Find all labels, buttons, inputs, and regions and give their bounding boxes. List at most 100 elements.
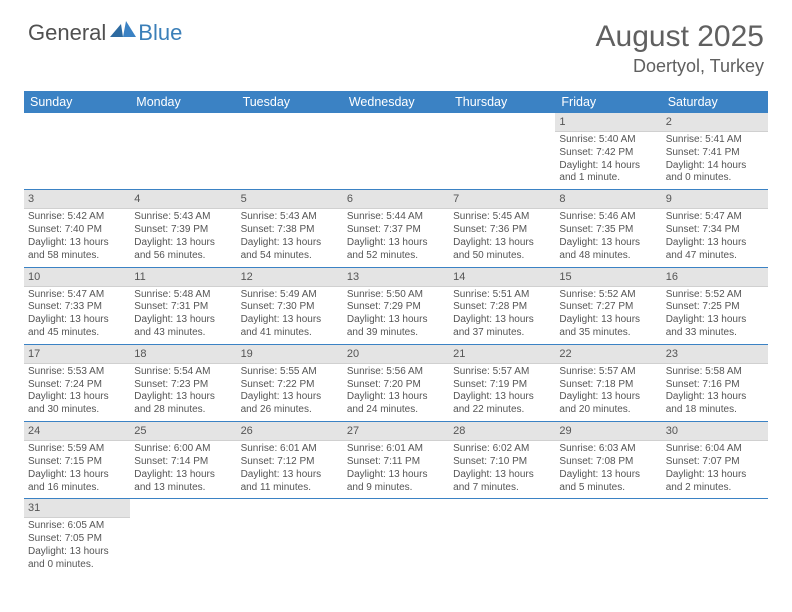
sunset-text: Sunset: 7:24 PM	[28, 379, 126, 392]
day-content: Sunrise: 5:52 AMSunset: 7:27 PMDaylight:…	[555, 287, 661, 344]
day-content: Sunrise: 6:04 AMSunset: 7:07 PMDaylight:…	[662, 441, 768, 498]
day-content: Sunrise: 5:43 AMSunset: 7:39 PMDaylight:…	[130, 209, 236, 266]
day-number: 22	[555, 345, 661, 364]
day-number: 20	[343, 345, 449, 364]
sunset-text: Sunset: 7:20 PM	[347, 379, 445, 392]
daylight-text: Daylight: 13 hours and 13 minutes.	[134, 469, 232, 495]
day-number: 23	[662, 345, 768, 364]
sunrise-text: Sunrise: 5:56 AM	[347, 366, 445, 379]
day-cell: 18Sunrise: 5:54 AMSunset: 7:23 PMDayligh…	[130, 345, 236, 421]
sunset-text: Sunset: 7:38 PM	[241, 224, 339, 237]
day-header-cell: Thursday	[449, 91, 555, 113]
day-content: Sunrise: 5:45 AMSunset: 7:36 PMDaylight:…	[449, 209, 555, 266]
day-content: Sunrise: 5:49 AMSunset: 7:30 PMDaylight:…	[237, 287, 343, 344]
sunset-text: Sunset: 7:29 PM	[347, 301, 445, 314]
week-row: 1Sunrise: 5:40 AMSunset: 7:42 PMDaylight…	[24, 113, 768, 190]
day-cell	[237, 113, 343, 189]
day-content: Sunrise: 5:59 AMSunset: 7:15 PMDaylight:…	[24, 441, 130, 498]
day-cell: 27Sunrise: 6:01 AMSunset: 7:11 PMDayligh…	[343, 422, 449, 498]
sunrise-text: Sunrise: 5:57 AM	[453, 366, 551, 379]
week-row: 3Sunrise: 5:42 AMSunset: 7:40 PMDaylight…	[24, 190, 768, 267]
day-content: Sunrise: 5:46 AMSunset: 7:35 PMDaylight:…	[555, 209, 661, 266]
day-number: 2	[662, 113, 768, 132]
daylight-text: Daylight: 13 hours and 58 minutes.	[28, 237, 126, 263]
day-cell	[555, 499, 661, 575]
day-number: 9	[662, 190, 768, 209]
sunset-text: Sunset: 7:42 PM	[559, 147, 657, 160]
day-content: Sunrise: 5:48 AMSunset: 7:31 PMDaylight:…	[130, 287, 236, 344]
sunset-text: Sunset: 7:41 PM	[666, 147, 764, 160]
day-content: Sunrise: 5:42 AMSunset: 7:40 PMDaylight:…	[24, 209, 130, 266]
day-cell: 20Sunrise: 5:56 AMSunset: 7:20 PMDayligh…	[343, 345, 449, 421]
day-number: 27	[343, 422, 449, 441]
title-block: August 2025 Doertyol, Turkey	[596, 20, 764, 77]
day-cell: 24Sunrise: 5:59 AMSunset: 7:15 PMDayligh…	[24, 422, 130, 498]
day-content: Sunrise: 5:41 AMSunset: 7:41 PMDaylight:…	[662, 132, 768, 189]
sunset-text: Sunset: 7:33 PM	[28, 301, 126, 314]
month-title: August 2025	[596, 20, 764, 54]
day-number: 17	[24, 345, 130, 364]
day-content: Sunrise: 6:05 AMSunset: 7:05 PMDaylight:…	[24, 518, 130, 575]
sunrise-text: Sunrise: 6:02 AM	[453, 443, 551, 456]
sunrise-text: Sunrise: 6:00 AM	[134, 443, 232, 456]
day-content: Sunrise: 6:03 AMSunset: 7:08 PMDaylight:…	[555, 441, 661, 498]
day-content: Sunrise: 5:40 AMSunset: 7:42 PMDaylight:…	[555, 132, 661, 189]
daylight-text: Daylight: 13 hours and 16 minutes.	[28, 469, 126, 495]
day-cell: 15Sunrise: 5:52 AMSunset: 7:27 PMDayligh…	[555, 268, 661, 344]
daylight-text: Daylight: 13 hours and 45 minutes.	[28, 314, 126, 340]
day-content: Sunrise: 5:57 AMSunset: 7:19 PMDaylight:…	[449, 364, 555, 421]
sunrise-text: Sunrise: 6:03 AM	[559, 443, 657, 456]
day-content: Sunrise: 5:47 AMSunset: 7:33 PMDaylight:…	[24, 287, 130, 344]
daylight-text: Daylight: 13 hours and 7 minutes.	[453, 469, 551, 495]
sunset-text: Sunset: 7:27 PM	[559, 301, 657, 314]
sunrise-text: Sunrise: 5:52 AM	[666, 289, 764, 302]
day-header-row: SundayMondayTuesdayWednesdayThursdayFrid…	[24, 91, 768, 113]
day-header-cell: Sunday	[24, 91, 130, 113]
day-cell	[130, 113, 236, 189]
day-number: 13	[343, 268, 449, 287]
day-number: 15	[555, 268, 661, 287]
sunrise-text: Sunrise: 5:46 AM	[559, 211, 657, 224]
daylight-text: Daylight: 13 hours and 18 minutes.	[666, 391, 764, 417]
daylight-text: Daylight: 13 hours and 41 minutes.	[241, 314, 339, 340]
daylight-text: Daylight: 14 hours and 1 minute.	[559, 160, 657, 186]
day-cell: 8Sunrise: 5:46 AMSunset: 7:35 PMDaylight…	[555, 190, 661, 266]
daylight-text: Daylight: 13 hours and 35 minutes.	[559, 314, 657, 340]
sunset-text: Sunset: 7:15 PM	[28, 456, 126, 469]
sunset-text: Sunset: 7:25 PM	[666, 301, 764, 314]
sunrise-text: Sunrise: 5:51 AM	[453, 289, 551, 302]
day-cell: 16Sunrise: 5:52 AMSunset: 7:25 PMDayligh…	[662, 268, 768, 344]
day-number: 11	[130, 268, 236, 287]
day-number: 31	[24, 499, 130, 518]
sunset-text: Sunset: 7:31 PM	[134, 301, 232, 314]
day-cell: 31Sunrise: 6:05 AMSunset: 7:05 PMDayligh…	[24, 499, 130, 575]
sunset-text: Sunset: 7:35 PM	[559, 224, 657, 237]
sunrise-text: Sunrise: 5:49 AM	[241, 289, 339, 302]
sunrise-text: Sunrise: 5:57 AM	[559, 366, 657, 379]
logo-text-general: General	[28, 20, 106, 46]
daylight-text: Daylight: 13 hours and 52 minutes.	[347, 237, 445, 263]
day-cell: 7Sunrise: 5:45 AMSunset: 7:36 PMDaylight…	[449, 190, 555, 266]
day-cell	[449, 499, 555, 575]
day-cell: 4Sunrise: 5:43 AMSunset: 7:39 PMDaylight…	[130, 190, 236, 266]
day-number: 6	[343, 190, 449, 209]
daylight-text: Daylight: 13 hours and 20 minutes.	[559, 391, 657, 417]
sunset-text: Sunset: 7:22 PM	[241, 379, 339, 392]
day-number: 10	[24, 268, 130, 287]
day-number: 14	[449, 268, 555, 287]
day-content: Sunrise: 6:02 AMSunset: 7:10 PMDaylight:…	[449, 441, 555, 498]
sunrise-text: Sunrise: 6:01 AM	[241, 443, 339, 456]
week-row: 31Sunrise: 6:05 AMSunset: 7:05 PMDayligh…	[24, 499, 768, 575]
day-number: 28	[449, 422, 555, 441]
daylight-text: Daylight: 13 hours and 43 minutes.	[134, 314, 232, 340]
day-number: 30	[662, 422, 768, 441]
sunset-text: Sunset: 7:36 PM	[453, 224, 551, 237]
day-number: 3	[24, 190, 130, 209]
sunset-text: Sunset: 7:18 PM	[559, 379, 657, 392]
sunset-text: Sunset: 7:16 PM	[666, 379, 764, 392]
day-number: 24	[24, 422, 130, 441]
day-cell: 19Sunrise: 5:55 AMSunset: 7:22 PMDayligh…	[237, 345, 343, 421]
day-cell: 29Sunrise: 6:03 AMSunset: 7:08 PMDayligh…	[555, 422, 661, 498]
daylight-text: Daylight: 13 hours and 26 minutes.	[241, 391, 339, 417]
day-content: Sunrise: 5:44 AMSunset: 7:37 PMDaylight:…	[343, 209, 449, 266]
